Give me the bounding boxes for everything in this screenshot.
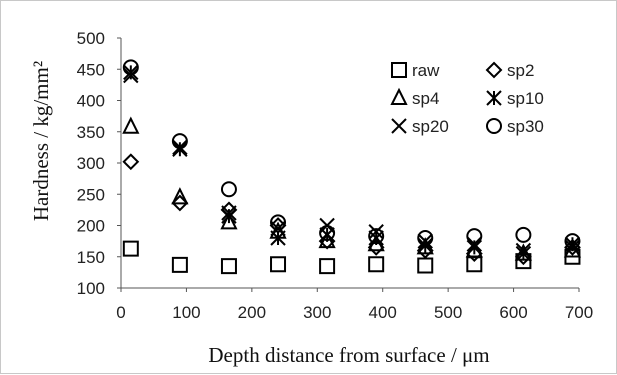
data-point-raw: [220, 258, 237, 275]
data-point-sp20: [515, 242, 532, 259]
y-tick-label: 500: [77, 29, 105, 48]
data-point-raw: [270, 256, 287, 273]
data-point-sp30: [319, 225, 336, 241]
data-point-sp30: [417, 230, 434, 246]
legend-label-sp10: sp10: [507, 89, 544, 108]
legend-marker-sp30: [486, 118, 502, 134]
data-point-sp2: [122, 153, 140, 171]
x-tick-label: 200: [238, 303, 266, 322]
data-point-sp4: [122, 116, 140, 134]
legend-marker-sp20: [391, 118, 407, 134]
data-point-sp30: [220, 181, 237, 198]
data-point-raw: [122, 240, 139, 257]
data-point-sp10: [221, 208, 237, 224]
legend-label-sp30: sp30: [507, 117, 544, 136]
legend-label-sp4: sp4: [412, 89, 439, 108]
y-tick-label: 200: [77, 217, 105, 236]
data-points: [122, 59, 582, 275]
x-tick-label: 700: [565, 303, 593, 322]
x-tick-label: 100: [172, 303, 200, 322]
data-point-sp30: [564, 233, 581, 250]
data-point-sp20: [123, 67, 139, 84]
data-point-raw: [319, 258, 336, 275]
y-tick-label: 250: [77, 185, 105, 204]
data-point-sp10: [123, 64, 139, 81]
data-point-sp20: [221, 205, 237, 221]
data-point-sp10: [172, 141, 188, 157]
legend-label-sp2: sp2: [507, 61, 534, 80]
legend-marker-raw: [391, 62, 407, 78]
data-point-raw: [368, 256, 385, 273]
x-tick-label: 600: [499, 303, 527, 322]
y-tick-label: 300: [77, 154, 105, 173]
x-tick-label: 300: [303, 303, 331, 322]
x-tick-label: 500: [434, 303, 462, 322]
legend-marker-sp4: [390, 87, 408, 105]
data-point-sp4: [220, 212, 238, 230]
y-tick-label: 400: [77, 92, 105, 111]
data-point-sp30: [368, 228, 385, 245]
data-point-sp30: [270, 214, 287, 231]
legend-label-raw: raw: [412, 61, 440, 80]
data-point-sp20: [368, 224, 384, 240]
y-tick-label: 150: [77, 248, 105, 267]
legend: raw sp2 sp4 sp10 sp20 sp30: [390, 61, 544, 136]
data-point-raw: [171, 256, 188, 273]
y-axis-title: Hardness / kg/mm²: [29, 61, 53, 221]
data-point-sp30: [466, 228, 483, 245]
tick-labels: 100 150 200 250 300 350 400 450 500 0 100 200 300 400…: [77, 29, 594, 322]
data-point-raw: [417, 257, 434, 274]
data-point-sp30: [515, 226, 532, 243]
data-point-sp30: [171, 133, 188, 150]
y-tick-label: 100: [77, 279, 105, 298]
legend-marker-sp2: [485, 61, 503, 79]
data-point-sp20: [417, 233, 433, 249]
x-tick-label: 400: [369, 303, 397, 322]
legend-marker-sp10: [486, 90, 502, 106]
data-point-sp20: [466, 236, 483, 252]
data-point-sp4: [171, 187, 189, 205]
legend-label-sp20: sp20: [412, 117, 449, 136]
data-point-sp30: [122, 59, 139, 76]
y-tick-label: 450: [77, 60, 105, 79]
data-point-sp4: [416, 237, 434, 255]
axes-layer: [117, 37, 580, 292]
data-point-sp10: [515, 245, 532, 262]
y-tick-label: 350: [77, 123, 105, 142]
x-axis-title: Depth distance from surface / μm: [208, 343, 489, 367]
x-tick-label: 0: [116, 303, 125, 322]
